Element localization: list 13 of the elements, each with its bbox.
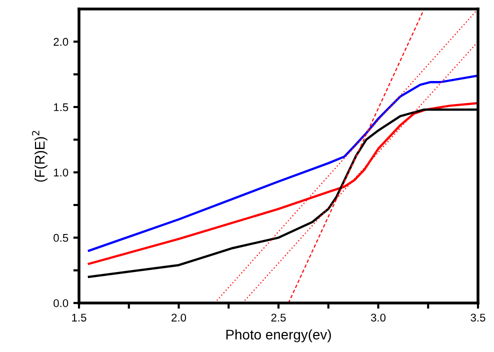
- y-tick-label: 1.5: [54, 103, 68, 112]
- x-tick-label: 1.5: [72, 314, 86, 322]
- x-tick-label: 2.0: [172, 314, 186, 322]
- y-tick-label: 0.0: [54, 299, 68, 308]
- x-tick-label: 3.5: [470, 314, 486, 322]
- x-tick-label: 2.5: [271, 314, 286, 322]
- y-tick-label: 1.0: [54, 168, 68, 176]
- y-tick-label: 2.0: [54, 38, 68, 46]
- y-axis-title: (F(R)E)$^{2}$: [32, 130, 48, 182]
- y-tick-label: 0.5: [54, 234, 68, 242]
- x-tick-label: 3.0: [370, 314, 386, 322]
- line-series: [88, 74, 478, 252]
- x-axis-title: Photo energy(ev): [226, 329, 331, 342]
